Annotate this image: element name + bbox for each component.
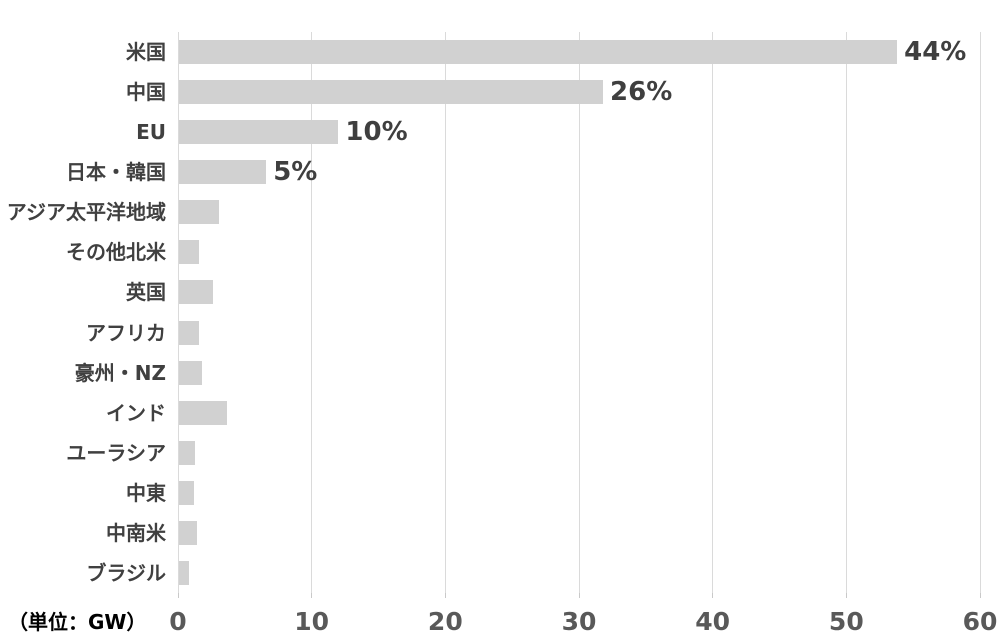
bar bbox=[179, 80, 604, 105]
category-label: 中国 bbox=[126, 80, 166, 105]
x-axis-tick-label: 10 bbox=[294, 607, 330, 636]
category-label: 中東 bbox=[126, 480, 166, 505]
category-label: 日本・韓国 bbox=[66, 160, 166, 185]
data-label: 5% bbox=[273, 157, 318, 188]
data-label: 44% bbox=[904, 37, 967, 68]
x-axis-tick-mark bbox=[177, 593, 179, 598]
category-label: その他北米 bbox=[66, 240, 166, 265]
x-axis-tick-mark bbox=[712, 593, 714, 598]
x-axis-tick-mark bbox=[845, 593, 847, 598]
bar bbox=[179, 40, 898, 65]
x-axis-tick-label: 0 bbox=[169, 607, 187, 636]
x-axis-tick-mark bbox=[444, 593, 446, 598]
data-label: 10% bbox=[345, 117, 408, 148]
category-label: 英国 bbox=[126, 280, 166, 305]
bar bbox=[179, 560, 189, 585]
gridline bbox=[979, 32, 981, 593]
category-label: アフリカ bbox=[86, 320, 166, 345]
x-axis-tick-label: 30 bbox=[561, 607, 597, 636]
bar bbox=[179, 400, 228, 425]
bar bbox=[179, 200, 220, 225]
x-axis-tick-label: 20 bbox=[427, 607, 463, 636]
data-label: 26% bbox=[610, 77, 673, 108]
bar bbox=[179, 280, 213, 305]
unit-label: （単位：GW） bbox=[8, 610, 147, 634]
category-label: ブラジル bbox=[86, 560, 166, 585]
category-label: 米国 bbox=[126, 40, 166, 65]
bar bbox=[179, 440, 196, 465]
bar bbox=[179, 360, 203, 385]
gridline bbox=[177, 32, 179, 593]
x-axis-tick-mark bbox=[979, 593, 981, 598]
x-axis-tick-label: 40 bbox=[695, 607, 731, 636]
bar bbox=[179, 160, 267, 185]
gridline bbox=[578, 32, 580, 593]
category-label: 豪州・NZ bbox=[74, 360, 166, 385]
bar bbox=[179, 120, 339, 145]
category-label: EU bbox=[136, 120, 166, 145]
category-label: 中南米 bbox=[106, 520, 166, 545]
bar bbox=[179, 240, 200, 265]
x-axis-tick-label: 60 bbox=[962, 607, 998, 636]
x-axis-tick-mark bbox=[578, 593, 580, 598]
bar bbox=[179, 520, 197, 545]
x-axis-tick-label: 50 bbox=[828, 607, 864, 636]
bar bbox=[179, 480, 195, 505]
gridline bbox=[311, 32, 313, 593]
gridline bbox=[444, 32, 446, 593]
gridline bbox=[845, 32, 847, 593]
bar bbox=[179, 320, 200, 345]
category-label: アジア太平洋地域 bbox=[6, 200, 166, 225]
category-label: ユーラシア bbox=[66, 440, 166, 465]
x-axis-tick-mark bbox=[311, 593, 313, 598]
category-label: インド bbox=[106, 400, 166, 425]
gridline bbox=[712, 32, 714, 593]
